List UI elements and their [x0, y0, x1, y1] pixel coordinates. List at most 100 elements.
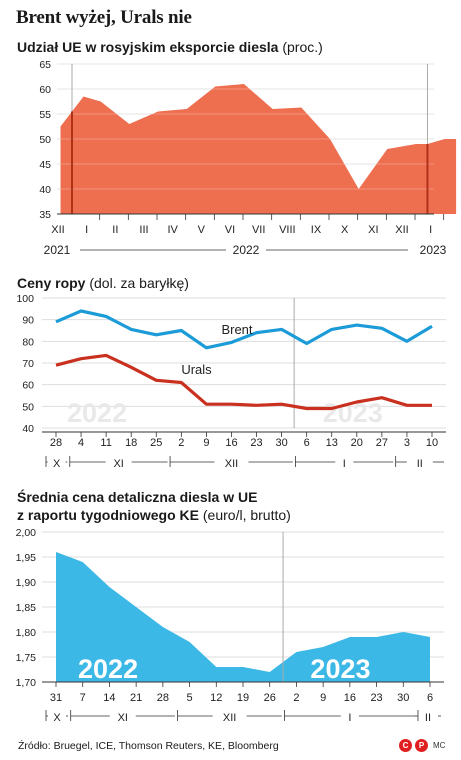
- chart2-title: Ceny ropy (dol. za baryłkę): [17, 274, 189, 292]
- chart2-year-watermark: 2023: [323, 398, 383, 428]
- chart1-x-tick-label: XI: [368, 224, 378, 236]
- chart2-x-tick-label: 30: [275, 437, 287, 449]
- chart2-x-tick-label: 13: [326, 437, 338, 449]
- chart2-y-tick-label: 100: [16, 293, 34, 305]
- chart1-year-label: 2023: [420, 243, 447, 257]
- chart2-x-tick-label: 25: [150, 437, 162, 449]
- chart1-x-tick-label: III: [139, 224, 148, 236]
- chart3-x-tick-label: 12: [210, 692, 222, 704]
- chart2-y-tick-label: 40: [22, 423, 34, 435]
- chart2-title-bold: Ceny ropy: [17, 275, 86, 291]
- chart2-y-tick-label: 60: [22, 380, 34, 392]
- chart2-x-tick-label: 11: [100, 437, 111, 449]
- chart1-x-tick-label: VIII: [279, 224, 296, 236]
- chart3-y-tick-label: 1,85: [16, 602, 37, 614]
- chart2-x-tick-label: 18: [125, 437, 137, 449]
- chart3-title: Średnia cena detaliczna diesla w UE z ra…: [17, 488, 291, 524]
- chart2-x-tick-label: 23: [250, 437, 262, 449]
- chart2-y-tick-label: 50: [22, 401, 34, 413]
- chart1-year-label: 2021: [44, 243, 71, 257]
- chart2-x-tick-label: 10: [426, 437, 438, 449]
- chart2-x-tick-label: 2: [178, 437, 184, 449]
- chart1-x-tick-label: XII: [51, 224, 64, 236]
- chart3-month-label: XI: [118, 712, 128, 724]
- chart1-x-tick-label: VI: [225, 224, 235, 236]
- chart1-x-tick-label: IV: [167, 224, 178, 236]
- chart2-series-label-brent: Brent: [221, 322, 252, 337]
- chart1-year-label: 2022: [233, 243, 260, 257]
- chart1-y-tick-label: 35: [39, 209, 51, 221]
- chart3-x-tick-label: 26: [264, 692, 276, 704]
- chart2-month-label: XI: [113, 458, 123, 470]
- chart3-title-line2: z raportu tygodniowego KE: [17, 507, 199, 523]
- chart2-series-line-brent: [55, 309, 433, 350]
- chart3-month-label: X: [53, 712, 61, 724]
- source-note: Źródło: Bruegel, ICE, Thomson Reuters, K…: [18, 740, 279, 752]
- chart2-title-unit: (dol. za baryłkę): [89, 275, 189, 291]
- chart2-month-label: I: [343, 458, 346, 470]
- chart1-y-tick-label: 65: [39, 59, 51, 71]
- chart1-x-tick-label: I: [429, 224, 432, 236]
- chart2-x-tick-label: 6: [304, 437, 310, 449]
- chart3-month-label: I: [348, 712, 351, 724]
- chart1-y-tick-label: 40: [39, 184, 51, 196]
- chart3-x-tick-label: 2: [293, 692, 299, 704]
- chart1-title-bold: Udział UE w rosyjskim eksporcie diesla: [17, 39, 279, 55]
- chart1-x-tick-label: VII: [252, 224, 265, 236]
- chart3-y-tick-label: 1,95: [16, 552, 37, 564]
- chart3-y-tick-label: 1,70: [16, 677, 37, 689]
- chart2-x-tick-label: 9: [203, 437, 209, 449]
- chart2-x-tick-label: 20: [351, 437, 363, 449]
- publisher-logo: C P MC: [399, 739, 445, 752]
- chart1-y-tick-label: 60: [39, 84, 51, 96]
- chart2-year-watermark: 2022: [67, 398, 127, 428]
- chart1-title: Udział UE w rosyjskim eksporcie diesla (…: [17, 38, 323, 56]
- logo-p-icon: P: [415, 739, 428, 752]
- chart2-series-line-urals: [55, 353, 432, 411]
- chart2-x-tick-label: 28: [50, 437, 62, 449]
- chart2-series-label-urals: Urals: [181, 362, 212, 377]
- chart3-x-tick-label: 5: [187, 692, 193, 704]
- chart1-x-tick-label: XII: [395, 224, 408, 236]
- chart2-x-tick-label: 4: [78, 437, 84, 449]
- chart3-year-watermark: 2022: [78, 654, 138, 684]
- chart1-x-tick-label: IX: [311, 224, 322, 236]
- chart3-y-tick-label: 1,75: [16, 652, 37, 664]
- chart2-month-label: X: [53, 458, 61, 470]
- chart1-y-tick-label: 55: [39, 109, 51, 121]
- logo-suffix: MC: [433, 741, 446, 750]
- chart2-month-label: II: [417, 458, 423, 470]
- chart2-x-tick-label: 16: [225, 437, 237, 449]
- chart1-x-tick-label: X: [341, 224, 349, 236]
- chart1-x-tick-label: II: [112, 224, 118, 236]
- chart2-y-tick-label: 70: [22, 358, 34, 370]
- chart3-x-tick-label: 30: [397, 692, 409, 704]
- chart3-x-tick-label: 16: [344, 692, 356, 704]
- chart2-x-tick-label: 27: [376, 437, 388, 449]
- chart3-x-tick-label: 7: [80, 692, 86, 704]
- chart3-year-watermark: 2023: [310, 654, 370, 684]
- chart1-x-tick-label: I: [85, 224, 88, 236]
- chart3-month-label: II: [425, 712, 431, 724]
- chart1-x-tick-label: V: [198, 224, 206, 236]
- chart3-x-tick-label: 31: [50, 692, 62, 704]
- chart2-y-tick-label: 80: [22, 336, 34, 348]
- chart1-y-tick-label: 45: [39, 159, 51, 171]
- main-title: Brent wyżej, Urals nie: [16, 7, 192, 28]
- chart3-x-tick-label: 14: [103, 692, 115, 704]
- chart3-x-tick-label: 28: [157, 692, 169, 704]
- chart3-x-tick-label: 9: [320, 692, 326, 704]
- chart2-y-tick-label: 90: [22, 315, 34, 327]
- chart3-x-tick-label: 23: [370, 692, 382, 704]
- chart3-y-tick-label: 2,00: [16, 527, 37, 539]
- chart3-title-unit: (euro/l, brutto): [202, 507, 291, 523]
- chart3-x-tick-label: 6: [427, 692, 433, 704]
- chart1-area: [60, 84, 457, 214]
- logo-c-icon: C: [399, 739, 412, 752]
- chart1-title-unit: (proc.): [282, 39, 323, 55]
- chart3-y-tick-label: 1,90: [16, 577, 37, 589]
- chart1-y-tick-label: 50: [39, 134, 51, 146]
- chart3-x-tick-label: 21: [130, 692, 142, 704]
